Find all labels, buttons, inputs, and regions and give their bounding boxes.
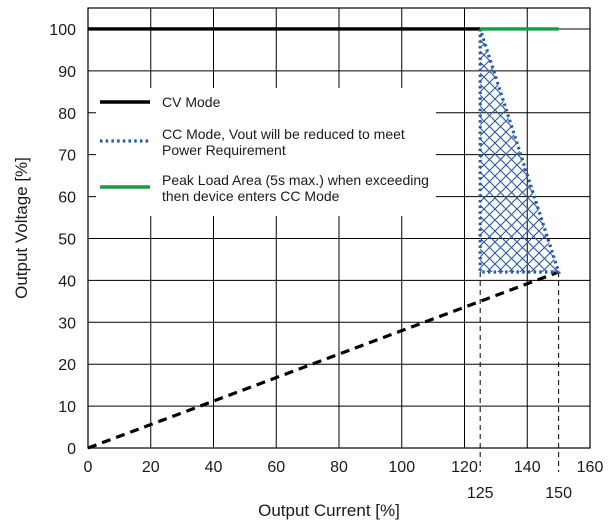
legend-label: then device enters CC Mode <box>162 188 340 204</box>
y-tick-label: 90 <box>58 64 76 81</box>
y-tick-label: 30 <box>58 315 76 332</box>
tick-labels: 0 20 40 60 80 100 120 140 160 0 10 20 30 40 50 60 70 80 90… <box>49 22 603 502</box>
y-tick-label: 50 <box>58 231 76 248</box>
x-tick-label: 140 <box>514 459 541 476</box>
legend-label: CC Mode, Vout will be reduced to meet <box>162 126 405 142</box>
x-tick-label: 120 <box>451 459 478 476</box>
y-tick-label: 20 <box>58 357 76 374</box>
y-tick-label: 80 <box>58 106 76 123</box>
y-tick-label: 0 <box>67 441 76 458</box>
x-marker-label: 150 <box>545 485 572 502</box>
y-tick-label: 60 <box>58 190 76 207</box>
x-tick-label: 160 <box>577 459 604 476</box>
legend-label: Peak Load Area (5s max.) when exceeding <box>162 172 429 188</box>
x-tick-label: 0 <box>84 459 93 476</box>
legend-label: Power Requirement <box>162 142 286 158</box>
legend-background <box>96 88 436 216</box>
plot-frame <box>87 7 591 449</box>
x-tick-label: 80 <box>330 459 348 476</box>
legend: CV Mode CC Mode, Vout will be reduced to … <box>96 88 436 216</box>
x-tick-label: 100 <box>388 459 415 476</box>
y-tick-label: 70 <box>58 148 76 165</box>
x-axis-label: Output Current [%] <box>258 501 400 520</box>
x-tick-label: 40 <box>205 459 223 476</box>
y-axis-label: Output Voltage [%] <box>12 157 31 299</box>
y-tick-label: 100 <box>49 22 76 39</box>
x-tick-label: 20 <box>142 459 160 476</box>
x-tick-label: 60 <box>267 459 285 476</box>
load-line <box>87 270 560 450</box>
x-marker-label: 125 <box>467 485 494 502</box>
plot-area <box>87 27 561 472</box>
legend-label: CV Mode <box>162 94 221 110</box>
y-tick-label: 40 <box>58 273 76 290</box>
cc-mode-line <box>478 28 561 274</box>
y-tick-label: 10 <box>58 399 76 416</box>
